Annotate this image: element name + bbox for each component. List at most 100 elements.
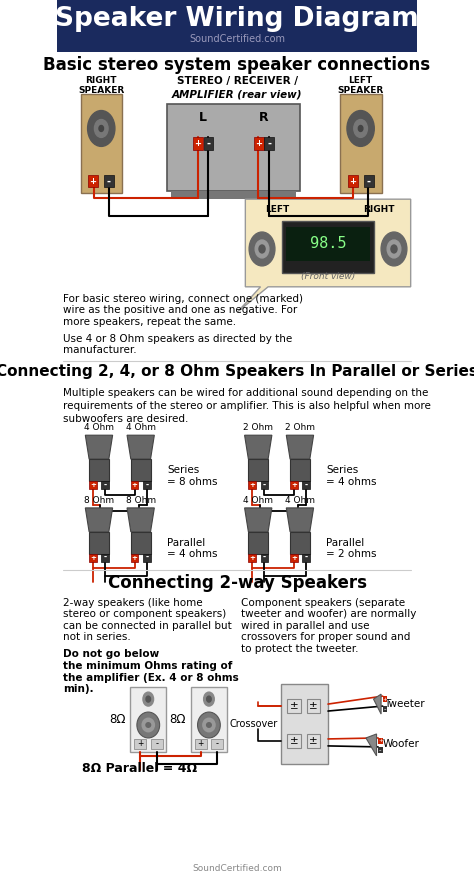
Text: +: + <box>378 738 383 744</box>
Circle shape <box>259 245 265 253</box>
Bar <box>151 739 163 749</box>
Text: Basic stereo system speaker connections: Basic stereo system speaker connections <box>44 56 430 74</box>
Bar <box>287 734 301 748</box>
Text: Multiple speakers can be wired for additional sound depending on the: Multiple speakers can be wired for addit… <box>64 388 428 398</box>
Polygon shape <box>238 200 410 312</box>
Bar <box>104 175 114 187</box>
Bar <box>193 137 203 150</box>
Text: +: + <box>90 555 96 561</box>
Circle shape <box>143 692 154 706</box>
Bar <box>287 699 301 713</box>
Ellipse shape <box>145 722 151 728</box>
Text: RIGHT
SPEAKER: RIGHT SPEAKER <box>78 75 124 95</box>
Text: subwoofers are desired.: subwoofers are desired. <box>64 414 189 424</box>
Polygon shape <box>245 435 272 459</box>
Text: Crossover: Crossover <box>230 719 278 729</box>
Bar <box>302 481 310 489</box>
Text: 4 Ohm: 4 Ohm <box>285 496 315 505</box>
Bar <box>302 554 310 562</box>
Text: Series
= 4 ohms: Series = 4 ohms <box>327 466 377 486</box>
Bar <box>130 687 166 752</box>
Text: 98.5: 98.5 <box>310 236 346 251</box>
Text: +: + <box>291 555 297 561</box>
Text: +: + <box>132 482 137 488</box>
Text: ±: ± <box>290 701 298 711</box>
Polygon shape <box>366 734 376 756</box>
Text: 2-way speakers (like home
stereo or component speakers)
can be connected in para: 2-way speakers (like home stereo or comp… <box>64 598 232 642</box>
Text: 8 Ohm: 8 Ohm <box>126 496 156 505</box>
Bar <box>248 481 256 489</box>
Circle shape <box>387 240 401 258</box>
Text: -: - <box>304 553 308 563</box>
Bar <box>143 481 151 489</box>
Text: -: - <box>207 139 210 149</box>
Text: (Front view): (Front view) <box>301 272 355 281</box>
Text: AMPLIFIER (rear view): AMPLIFIER (rear view) <box>172 89 302 100</box>
Bar <box>290 532 310 554</box>
Bar <box>307 699 320 713</box>
Circle shape <box>99 125 103 131</box>
Text: L: L <box>199 111 207 124</box>
Text: -: - <box>263 480 266 489</box>
Text: Component speakers (separate
tweeter and woofer) are normally
wired in parallel : Component speakers (separate tweeter and… <box>241 598 416 654</box>
Text: +: + <box>137 739 143 748</box>
Text: Parallel
= 2 ohms: Parallel = 2 ohms <box>327 538 377 559</box>
Text: 8Ω Parallel = 4Ω: 8Ω Parallel = 4Ω <box>82 762 197 775</box>
Bar <box>143 554 151 562</box>
Text: 4 Ohm: 4 Ohm <box>126 424 155 432</box>
Bar <box>254 137 264 150</box>
Bar <box>57 0 417 52</box>
Text: -: - <box>383 706 386 712</box>
Circle shape <box>255 240 269 258</box>
Circle shape <box>391 245 397 253</box>
Text: +: + <box>197 739 204 748</box>
Bar <box>307 734 320 748</box>
Bar <box>131 481 138 489</box>
Ellipse shape <box>137 712 160 738</box>
Text: -: - <box>103 553 107 563</box>
Bar <box>383 696 387 702</box>
Circle shape <box>146 696 151 702</box>
Text: For basic stereo wiring, connect one (marked)
wire as the positive and one as ne: For basic stereo wiring, connect one (ma… <box>64 294 303 327</box>
Text: Series
= 8 ohms: Series = 8 ohms <box>167 466 218 486</box>
Text: Connecting 2, 4, or 8 Ohm Speakers In Parallel or Series: Connecting 2, 4, or 8 Ohm Speakers In Pa… <box>0 365 474 380</box>
Bar <box>88 175 98 187</box>
Bar <box>340 94 382 193</box>
Bar <box>286 227 370 261</box>
Polygon shape <box>286 435 314 459</box>
Bar <box>282 221 374 273</box>
Bar <box>131 554 138 562</box>
Polygon shape <box>286 507 314 532</box>
Bar <box>290 481 298 489</box>
Polygon shape <box>85 507 113 532</box>
Bar <box>281 684 328 764</box>
Text: Speaker Wiring Diagram: Speaker Wiring Diagram <box>55 6 419 32</box>
Text: +: + <box>349 177 356 185</box>
Circle shape <box>94 120 108 137</box>
Text: -: - <box>267 139 271 149</box>
Circle shape <box>207 696 211 702</box>
Bar <box>191 687 227 752</box>
Text: ±: ± <box>309 736 318 746</box>
Bar <box>131 532 151 554</box>
Text: -: - <box>145 553 148 563</box>
Text: +: + <box>249 482 255 488</box>
Bar <box>89 459 109 481</box>
Text: LEFT
SPEAKER: LEFT SPEAKER <box>337 75 384 95</box>
Bar <box>290 554 298 562</box>
Bar <box>261 481 268 489</box>
Polygon shape <box>127 507 155 532</box>
Text: +: + <box>255 139 262 149</box>
Bar <box>167 103 300 192</box>
Text: +: + <box>383 696 387 702</box>
Bar <box>131 459 151 481</box>
Bar <box>383 706 387 712</box>
Text: RIGHT: RIGHT <box>363 205 394 214</box>
Text: 8 Ohm: 8 Ohm <box>84 496 114 505</box>
Text: Do not go below
the minimum Ohms rating of
the amplifier (Ex. 4 or 8 ohms
min).: Do not go below the minimum Ohms rating … <box>64 649 239 694</box>
Bar <box>101 481 109 489</box>
Bar <box>211 739 223 749</box>
Polygon shape <box>374 694 381 714</box>
Bar <box>261 554 268 562</box>
Text: Connecting 2-way Speakers: Connecting 2-way Speakers <box>108 574 366 592</box>
